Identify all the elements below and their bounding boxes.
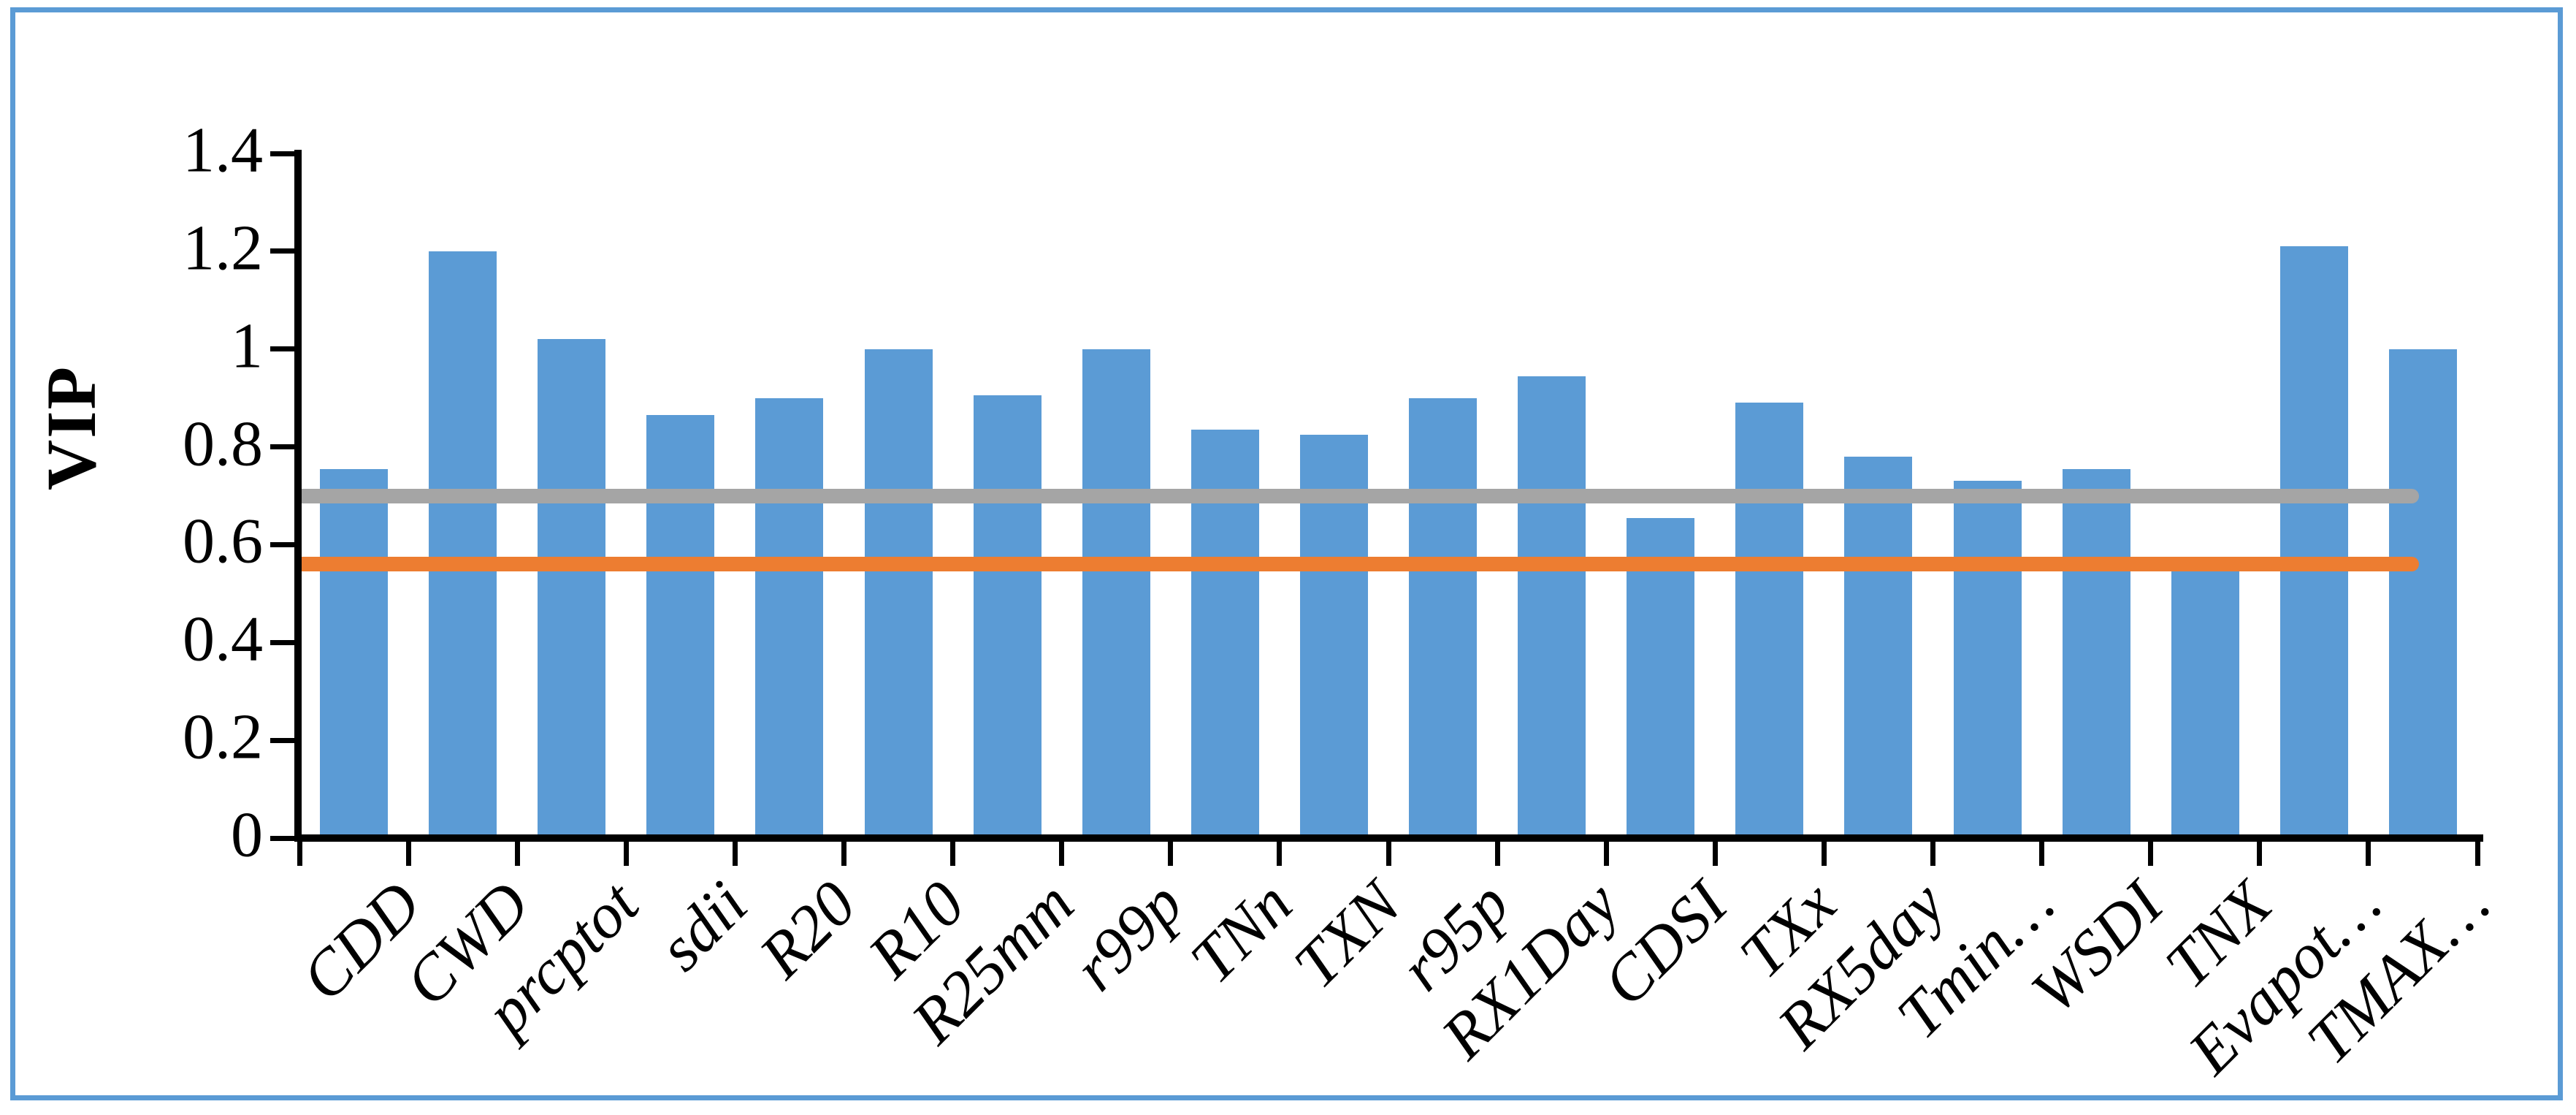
bar-r99p [1082,349,1150,834]
bar-RX5day [1844,456,1913,834]
bar-CWD [429,251,497,834]
x-axis-tick [1386,838,1391,866]
bar-TMAX [2388,349,2457,834]
y-tick-label: 1.4 [183,115,263,186]
y-tick-label: 1 [231,311,263,382]
x-axis-tick [1930,838,1935,866]
y-tick-label: 0.4 [183,604,263,675]
x-category-label: CDSI [1589,868,1741,1020]
orange-threshold-line [295,557,2419,572]
x-axis-tick [1712,838,1718,866]
y-tick-label: 1.2 [183,213,263,284]
y-tick-label: 0.6 [183,506,263,577]
bar-WSDI [2062,468,2130,834]
y-axis-tick [270,737,299,743]
y-axis-tick [270,248,299,254]
x-category-label: sdii [645,868,761,984]
x-category-label: CDD [288,868,435,1015]
x-axis-tick [2366,838,2371,866]
bar-R10 [864,349,933,834]
bar-RX1Day [1518,376,1586,834]
x-axis-tick [297,838,302,866]
x-category-label: TXN [1280,868,1415,1002]
bar-sdii [646,415,715,834]
y-tick-label: 0.2 [183,701,263,773]
x-axis-tick [1821,838,1827,866]
bar-CDD [320,468,389,834]
bar-Evapot [2279,246,2348,834]
x-axis-tick [1494,838,1500,866]
x-axis-tick [1277,838,1283,866]
x-axis-tick [2039,838,2045,866]
x-axis-tick [2257,838,2263,866]
x-axis-tick [2148,838,2154,866]
y-axis-tick [270,346,299,352]
x-axis-tick [841,838,846,866]
x-category-label: R20 [746,868,871,992]
x-axis-tick [1059,838,1065,866]
x-category-label: TNn [1177,868,1306,997]
y-axis-tick [270,835,299,841]
y-axis-tick [270,444,299,450]
x-axis-tick [1603,838,1609,866]
bar-R20 [755,397,824,834]
gray-threshold-line [295,488,2419,503]
x-axis-tick [2474,838,2480,866]
y-tick-label: 0 [231,799,263,871]
bar-TNX [2171,568,2239,834]
y-axis-tick [270,639,299,645]
x-axis-line [294,834,2483,842]
bar-prcptot [538,339,606,834]
y-axis-line [294,150,302,842]
bar-TXx [1735,403,1804,834]
x-category-label: r99p [1060,868,1197,1005]
x-axis-tick [1168,838,1174,866]
y-axis-tick [270,151,299,156]
x-axis-tick [732,838,738,866]
y-axis-tick [270,541,299,547]
bar-Tmin [1953,481,2022,834]
bar-R25mm [973,395,1042,834]
x-axis-tick [405,838,411,866]
x-axis-tick [950,838,956,866]
y-tick-label: 0.8 [183,408,263,480]
x-axis-tick [623,838,629,866]
bar-r95p [1409,397,1478,834]
x-axis-tick [514,838,520,866]
